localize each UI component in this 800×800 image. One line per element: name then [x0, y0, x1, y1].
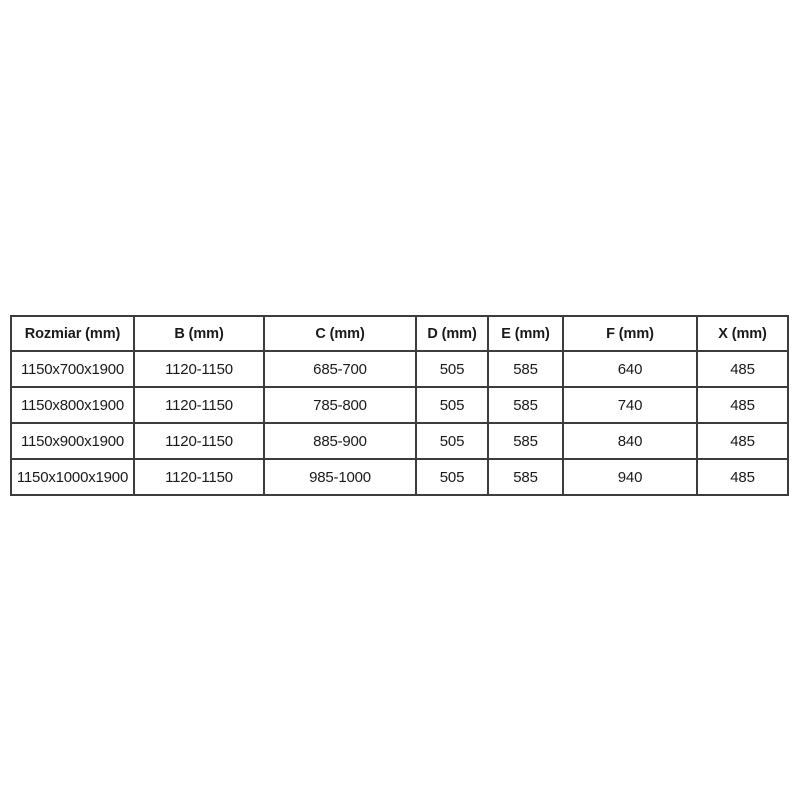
cell-c: 985-1000: [263, 458, 417, 496]
table-header: Rozmiar (mm) B (mm) C (mm) D (mm) E (mm)…: [10, 315, 789, 352]
cell-d: 505: [415, 350, 489, 388]
column-header-c: C (mm): [263, 315, 417, 352]
table-row: 1150x800x1900 1120-1150 785-800 505 585 …: [10, 386, 789, 424]
cell-rozmiar: 1150x700x1900: [10, 350, 135, 388]
cell-x: 485: [696, 386, 789, 424]
cell-d: 505: [415, 386, 489, 424]
column-header-rozmiar: Rozmiar (mm): [10, 315, 135, 352]
cell-f: 840: [562, 422, 698, 460]
spec-table-container: Rozmiar (mm) B (mm) C (mm) D (mm) E (mm)…: [10, 315, 789, 496]
cell-b: 1120-1150: [133, 350, 265, 388]
column-header-x: X (mm): [696, 315, 789, 352]
table-header-row: Rozmiar (mm) B (mm) C (mm) D (mm) E (mm)…: [10, 315, 789, 352]
cell-c: 885-900: [263, 422, 417, 460]
cell-e: 585: [487, 422, 564, 460]
column-header-d: D (mm): [415, 315, 489, 352]
cell-rozmiar: 1150x1000x1900: [10, 458, 135, 496]
cell-b: 1120-1150: [133, 386, 265, 424]
table-row: 1150x900x1900 1120-1150 885-900 505 585 …: [10, 422, 789, 460]
cell-c: 685-700: [263, 350, 417, 388]
cell-x: 485: [696, 350, 789, 388]
cell-f: 740: [562, 386, 698, 424]
cell-d: 505: [415, 458, 489, 496]
cell-e: 585: [487, 386, 564, 424]
dimensions-table: Rozmiar (mm) B (mm) C (mm) D (mm) E (mm)…: [10, 315, 789, 496]
cell-x: 485: [696, 422, 789, 460]
table-row: 1150x1000x1900 1120-1150 985-1000 505 58…: [10, 458, 789, 496]
column-header-f: F (mm): [562, 315, 698, 352]
cell-rozmiar: 1150x900x1900: [10, 422, 135, 460]
cell-f: 940: [562, 458, 698, 496]
cell-e: 585: [487, 458, 564, 496]
table-body: 1150x700x1900 1120-1150 685-700 505 585 …: [10, 350, 789, 496]
cell-x: 485: [696, 458, 789, 496]
cell-f: 640: [562, 350, 698, 388]
column-header-e: E (mm): [487, 315, 564, 352]
cell-b: 1120-1150: [133, 458, 265, 496]
cell-b: 1120-1150: [133, 422, 265, 460]
cell-rozmiar: 1150x800x1900: [10, 386, 135, 424]
cell-c: 785-800: [263, 386, 417, 424]
table-row: 1150x700x1900 1120-1150 685-700 505 585 …: [10, 350, 789, 388]
column-header-b: B (mm): [133, 315, 265, 352]
cell-d: 505: [415, 422, 489, 460]
cell-e: 585: [487, 350, 564, 388]
